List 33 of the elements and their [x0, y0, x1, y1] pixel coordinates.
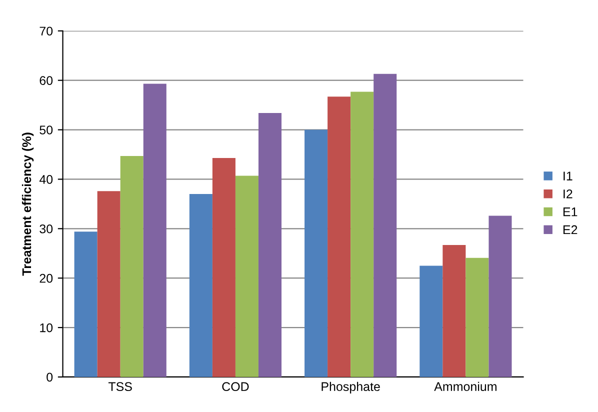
y-tick-label: 50 — [40, 126, 53, 134]
bar — [212, 158, 236, 377]
bar — [374, 74, 397, 377]
y-tick-label: 70 — [40, 26, 53, 36]
x-tick-label: Ammonium — [434, 382, 496, 392]
bar — [74, 232, 98, 377]
bar — [328, 96, 351, 377]
y-axis-title: Treatment efficiency (%) — [22, 132, 34, 276]
bar — [350, 92, 374, 377]
bar — [488, 216, 512, 377]
y-tick-label: 40 — [39, 175, 53, 184]
bar — [189, 194, 212, 377]
bar — [304, 130, 328, 377]
x-tick-label: TSS — [108, 382, 132, 392]
legend-label: E2 — [563, 225, 578, 234]
legend-label: I2 — [564, 189, 572, 198]
y-tick-label: 60 — [40, 76, 53, 85]
x-tick-label: Phosphate — [322, 382, 380, 394]
legend-label: I1 — [564, 172, 572, 180]
bar — [97, 191, 120, 377]
bar — [420, 266, 443, 377]
legend-label: E1 — [563, 208, 578, 216]
bar — [466, 258, 489, 377]
bar — [143, 84, 166, 377]
bar — [235, 176, 258, 377]
y-tick-label: 30 — [40, 224, 53, 234]
bar — [120, 156, 144, 377]
y-tick-label: 0 — [46, 372, 53, 382]
x-tick-label: COD — [222, 382, 249, 392]
bar — [258, 112, 282, 377]
y-tick-label: 10 — [40, 323, 53, 332]
bar — [442, 244, 466, 377]
y-tick-label: 20 — [40, 274, 53, 283]
